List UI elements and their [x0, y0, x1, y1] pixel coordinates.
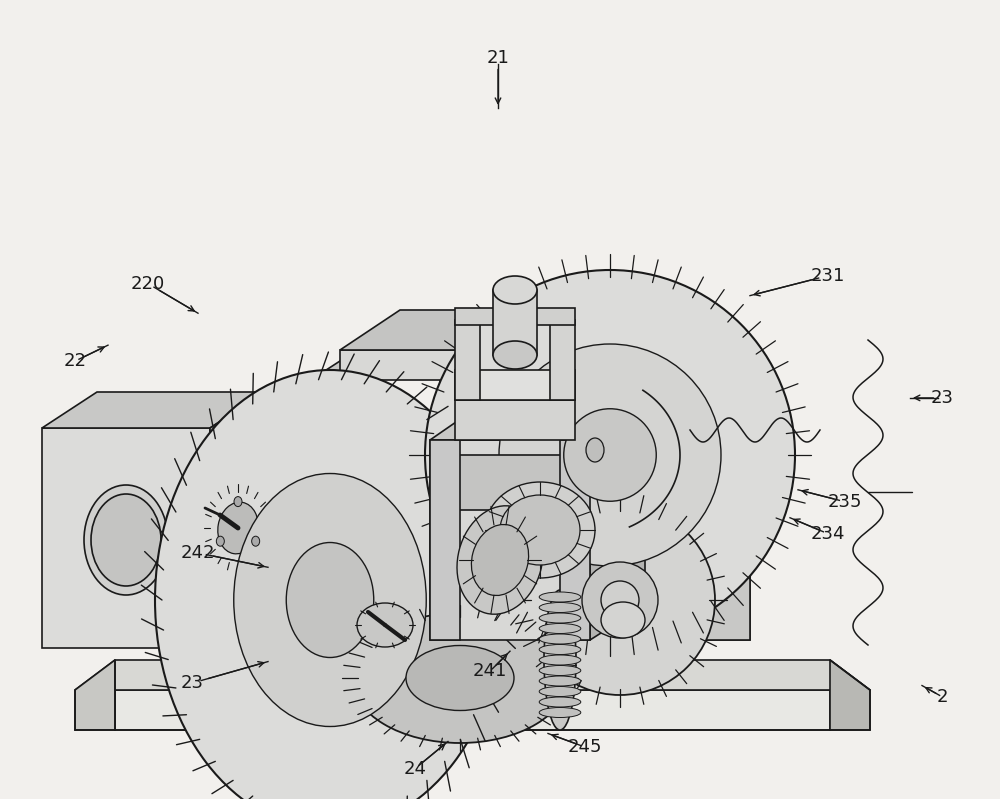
Ellipse shape: [471, 524, 529, 595]
Ellipse shape: [586, 438, 604, 462]
Ellipse shape: [539, 686, 581, 697]
Text: 24: 24: [404, 760, 426, 777]
Ellipse shape: [539, 602, 581, 613]
Ellipse shape: [485, 482, 595, 578]
Ellipse shape: [457, 506, 543, 614]
Polygon shape: [550, 320, 575, 400]
Polygon shape: [455, 320, 480, 400]
Ellipse shape: [539, 592, 581, 602]
Ellipse shape: [539, 676, 581, 686]
Polygon shape: [42, 392, 265, 428]
Ellipse shape: [564, 409, 656, 501]
Polygon shape: [660, 415, 750, 640]
Ellipse shape: [539, 697, 581, 707]
Ellipse shape: [352, 613, 568, 743]
Polygon shape: [280, 560, 340, 600]
Ellipse shape: [91, 494, 161, 586]
Polygon shape: [455, 308, 575, 325]
Polygon shape: [280, 400, 350, 460]
Ellipse shape: [216, 536, 224, 547]
Polygon shape: [493, 290, 537, 355]
Ellipse shape: [380, 502, 420, 558]
Ellipse shape: [539, 623, 581, 634]
Polygon shape: [430, 402, 645, 440]
Polygon shape: [700, 438, 790, 540]
Polygon shape: [75, 660, 115, 730]
Ellipse shape: [200, 479, 276, 578]
Polygon shape: [280, 400, 620, 660]
Ellipse shape: [84, 485, 168, 595]
Ellipse shape: [499, 344, 721, 566]
Ellipse shape: [234, 497, 242, 507]
Ellipse shape: [601, 602, 645, 638]
Text: 245: 245: [568, 738, 602, 756]
Polygon shape: [340, 350, 460, 650]
Ellipse shape: [544, 590, 576, 730]
Ellipse shape: [539, 645, 581, 654]
Ellipse shape: [406, 646, 514, 710]
Ellipse shape: [372, 492, 428, 568]
Ellipse shape: [286, 543, 374, 658]
Polygon shape: [430, 440, 590, 640]
Polygon shape: [455, 400, 575, 440]
Ellipse shape: [493, 341, 537, 369]
Text: 2: 2: [936, 688, 948, 706]
Text: 23: 23: [180, 674, 204, 692]
Text: 242: 242: [181, 544, 215, 562]
Ellipse shape: [539, 707, 581, 718]
Polygon shape: [42, 428, 210, 648]
Polygon shape: [620, 452, 720, 514]
Ellipse shape: [525, 505, 715, 695]
Ellipse shape: [539, 634, 581, 644]
Polygon shape: [340, 310, 520, 350]
Ellipse shape: [493, 276, 537, 304]
Polygon shape: [360, 380, 440, 430]
Polygon shape: [450, 455, 575, 510]
Polygon shape: [210, 392, 265, 648]
Polygon shape: [660, 525, 750, 640]
Polygon shape: [280, 348, 700, 400]
Polygon shape: [660, 415, 790, 495]
Text: 21: 21: [487, 49, 509, 66]
Polygon shape: [560, 440, 590, 640]
Text: 231: 231: [811, 267, 845, 284]
Text: 241: 241: [473, 662, 507, 680]
Text: 220: 220: [131, 275, 165, 292]
Ellipse shape: [252, 536, 260, 547]
Ellipse shape: [425, 270, 795, 640]
Ellipse shape: [234, 474, 426, 726]
Polygon shape: [280, 400, 350, 460]
Ellipse shape: [500, 495, 580, 565]
Ellipse shape: [185, 460, 291, 595]
Polygon shape: [620, 348, 700, 660]
Text: 22: 22: [64, 352, 87, 370]
Text: 235: 235: [828, 493, 862, 511]
Ellipse shape: [155, 370, 505, 799]
Polygon shape: [115, 690, 830, 730]
Ellipse shape: [539, 666, 581, 675]
Polygon shape: [455, 370, 575, 400]
Text: 23: 23: [930, 389, 954, 407]
Polygon shape: [460, 310, 520, 650]
Ellipse shape: [539, 655, 581, 665]
Text: 234: 234: [811, 525, 845, 543]
Polygon shape: [340, 580, 460, 650]
Ellipse shape: [601, 581, 639, 619]
Polygon shape: [75, 660, 870, 690]
Polygon shape: [830, 660, 870, 730]
Ellipse shape: [218, 502, 258, 554]
Ellipse shape: [582, 562, 658, 638]
Polygon shape: [430, 440, 460, 640]
Ellipse shape: [357, 603, 413, 647]
Ellipse shape: [539, 613, 581, 623]
Polygon shape: [590, 402, 645, 640]
